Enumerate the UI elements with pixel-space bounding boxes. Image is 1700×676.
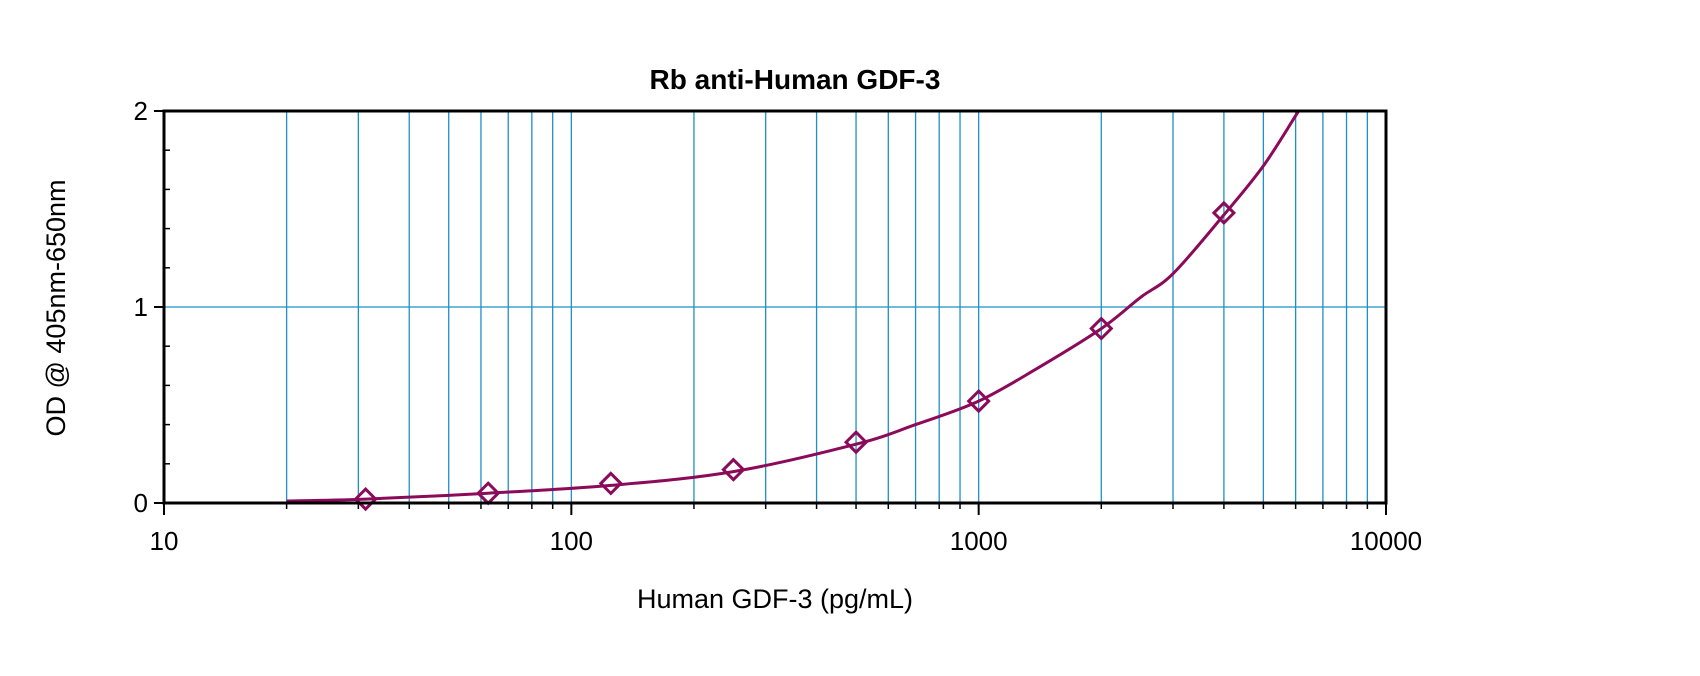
x-tick-label: 1000	[950, 526, 1008, 556]
x-tick-label: 100	[550, 526, 593, 556]
data-point	[843, 430, 869, 455]
y-tick-label: 0	[134, 488, 148, 518]
x-tick-labels: 10 100 1000 10000	[150, 526, 1423, 556]
data-point	[1211, 200, 1237, 226]
y-tick-label: 2	[134, 96, 148, 126]
data-point	[1089, 316, 1114, 341]
data-point	[966, 388, 991, 414]
x-axis-label: Human GDF-3 (pg/mL)	[637, 584, 913, 614]
data-point	[353, 486, 378, 512]
y-tick-label: 1	[134, 292, 148, 322]
tick-marks	[154, 110, 1387, 515]
x-tick-label: 10	[150, 526, 179, 556]
data-point	[598, 471, 623, 496]
data-point	[721, 457, 746, 482]
y-axis-label: OD @ 405nm-650nm	[41, 179, 71, 436]
chart-title: Rb anti-Human GDF-3	[650, 64, 941, 95]
x-tick-label: 10000	[1350, 526, 1422, 556]
grid	[164, 111, 1386, 503]
fit-curve	[286, 110, 1300, 503]
plot-frame	[162, 109, 1388, 505]
y-tick-labels: 0 1 2	[134, 96, 148, 518]
data-points	[353, 200, 1237, 512]
